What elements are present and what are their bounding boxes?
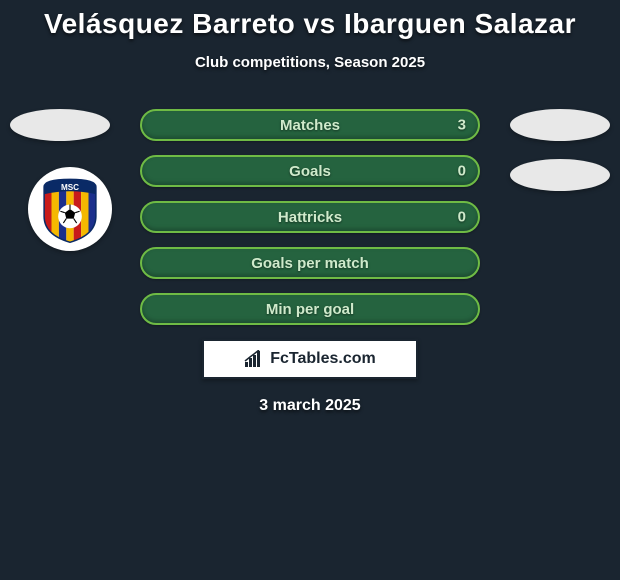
stat-row: Matches 3 [140, 109, 480, 141]
stat-value-right: 0 [458, 163, 466, 180]
club-logo: MSC [28, 167, 112, 251]
stat-label: Hattricks [278, 209, 342, 226]
stat-row: Hattricks 0 [140, 201, 480, 233]
player-left-placeholder-1 [10, 109, 110, 141]
stat-label: Goals per match [251, 255, 369, 272]
logo-arc-text: MSC [61, 183, 79, 192]
comparison-subtitle: Club competitions, Season 2025 [0, 54, 620, 71]
player-right-placeholder-1 [510, 109, 610, 141]
main-area: MSC Matches 3 Goals 0 Hattricks 0 Goals per ma… [0, 109, 620, 415]
stat-rows: Matches 3 Goals 0 Hattricks 0 Goals per match M… [140, 109, 480, 325]
club-logo-svg: MSC [33, 172, 107, 246]
stat-label: Min per goal [266, 301, 354, 318]
stat-label: Goals [289, 163, 331, 180]
brand-logo-box: FcTables.com [202, 339, 418, 379]
date-label: 3 march 2025 [0, 397, 620, 415]
stat-row: Goals 0 [140, 155, 480, 187]
stat-value-right: 3 [458, 117, 466, 134]
brand-text: FcTables.com [270, 350, 376, 368]
player-right-placeholder-2 [510, 159, 610, 191]
comparison-title: Velásquez Barreto vs Ibarguen Salazar [0, 0, 620, 40]
stat-row: Goals per match [140, 247, 480, 279]
stat-row: Min per goal [140, 293, 480, 325]
stat-value-right: 0 [458, 209, 466, 226]
bar-chart-icon [244, 350, 264, 368]
stat-label: Matches [280, 117, 340, 134]
